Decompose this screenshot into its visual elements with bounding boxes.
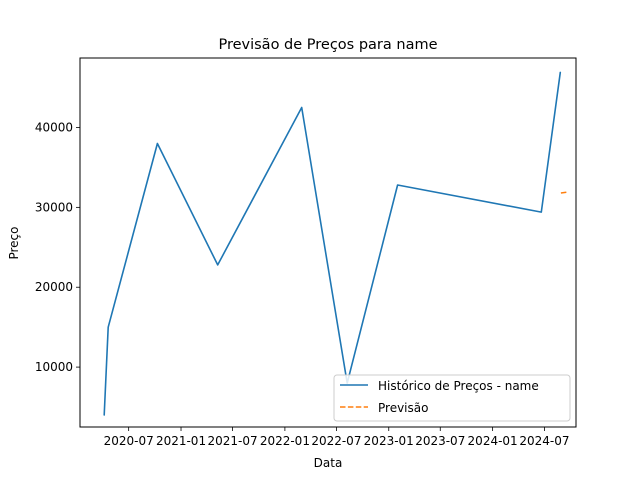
y-tick-label-3: 40000 [35,120,73,134]
series-line-0 [103,71,562,416]
x-tick-label-3: 2022-01 [260,434,310,448]
y-axis-label: Preço [7,226,21,259]
x-tick-label-1: 2021-01 [156,434,206,448]
x-tick-label-8: 2024-07 [519,434,569,448]
x-tick-label-2: 2021-07 [207,434,257,448]
series-line-1 [560,191,567,194]
x-tick-label-5: 2023-01 [364,434,414,448]
y-tick-label-1: 20000 [35,280,73,294]
legend: Histórico de Preços - name Previsão [333,374,571,422]
legend-box [333,374,571,422]
x-axis-label: Data [314,456,343,470]
y-tick-label-2: 30000 [35,200,73,214]
y-axis-ticks: 10000 20000 30000 40000 [35,120,80,374]
x-tick-label-4: 2022-07 [311,434,361,448]
x-tick-label-7: 2024-01 [468,434,518,448]
x-tick-label-0: 2020-07 [104,434,154,448]
chart-title: Previsão de Preços para name [218,37,437,53]
legend-label-historico: Histórico de Preços - name [378,379,539,393]
legend-label-previsao: Previsão [378,401,428,415]
x-tick-label-6: 2023-07 [415,434,465,448]
y-tick-label-0: 10000 [35,360,73,374]
x-axis-ticks: 2020-07 2021-01 2021-07 2022-01 2022-07 2023-… [104,427,569,448]
plot-lines [103,71,567,416]
plot-area-frame [79,57,577,428]
